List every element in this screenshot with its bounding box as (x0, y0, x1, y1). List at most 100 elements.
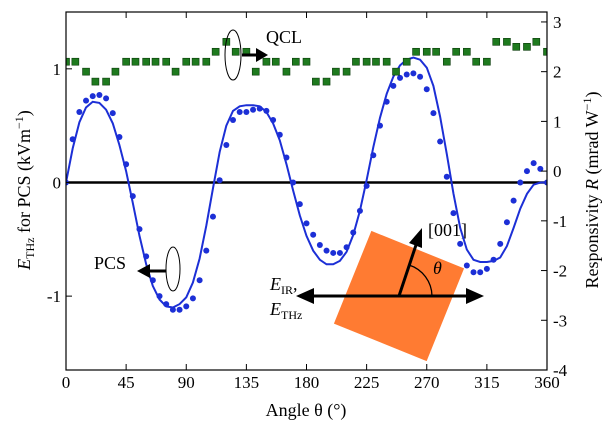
pcs-data-point (243, 109, 250, 116)
pcs-data-point (183, 303, 190, 310)
plot-frame (65, 11, 548, 371)
pcs-data-point (296, 201, 303, 208)
qcl-data-point (171, 67, 180, 76)
qcl-data-point (142, 57, 150, 66)
qcl-data-point (382, 57, 391, 66)
qcl-data-point (492, 38, 501, 46)
pcs-data-point (523, 168, 530, 175)
qcl-data-point (66, 57, 70, 66)
theta-arc (408, 264, 433, 297)
pcs-data-point (89, 93, 96, 100)
x-axis: 0 45 90 135 180 225 270 315 360 (62, 12, 560, 392)
qcl-data-point (523, 43, 531, 51)
y-right-tick-label: 2 (553, 63, 562, 82)
qcl-data-point (372, 57, 380, 66)
qcl-data-point (202, 57, 211, 66)
qcl-data-point (342, 67, 351, 76)
qcl-data-point (322, 77, 331, 86)
pcs-data-point (470, 269, 477, 276)
x-tick-label: 0 (62, 373, 71, 392)
qcl-data-point (71, 57, 80, 66)
pcs-data-point (423, 86, 430, 93)
pcs-data-point (83, 97, 90, 104)
field-label-ir: EIR, (269, 274, 298, 297)
crystal-inset: θ [001] EIR, ETHz (269, 220, 484, 362)
qcl-data-point (262, 57, 271, 66)
qcl-data-point (512, 43, 521, 51)
pcs-data-point (397, 74, 404, 81)
y-right-tick-label: -3 (553, 311, 567, 330)
pcs-data-point (537, 165, 544, 172)
qcl-data-point (122, 57, 130, 66)
pcs-data-point (463, 262, 470, 269)
qcl-data-point (282, 67, 291, 76)
y-axis-left-title: ETHz for PCS (kVm−1) (12, 110, 37, 271)
field-label-thz: ETHz (269, 299, 302, 322)
pcs-data-point (216, 177, 223, 184)
qcl-data-point (162, 57, 171, 66)
qcl-data-point (131, 57, 140, 66)
pcs-data-point (109, 110, 116, 117)
qcl-data-point (402, 57, 411, 66)
qcl-data-point (472, 57, 480, 66)
pcs-data-point (230, 116, 237, 123)
qcl-data-point (452, 47, 460, 56)
pcs-data-point (76, 109, 83, 116)
y-right-tick-label: 3 (553, 13, 562, 32)
x-tick-label: 90 (178, 373, 195, 392)
pcs-label: PCS (94, 253, 126, 273)
pcs-data-point (103, 95, 110, 102)
theta-label: θ (433, 258, 442, 278)
qcl-data-point (483, 57, 491, 66)
y-axis-left: -1 0 1 (47, 60, 72, 306)
crystal-axis-arrow-head (409, 228, 422, 248)
qcl-data-point (82, 67, 90, 76)
y-left-tick-label: 1 (53, 60, 62, 79)
y-axis-right: -4 -3 -2 -1 0 1 2 3 (541, 13, 568, 380)
y-axis-right-title: Responsivity R (mrad W−1) (580, 92, 603, 289)
pcs-data-point (189, 295, 196, 302)
pcs-arrow-head (137, 264, 150, 278)
qcl-data-point (91, 77, 100, 86)
qcl-label: QCL (266, 27, 302, 47)
x-tick-label: 360 (534, 373, 560, 392)
qcl-data-point (412, 47, 420, 56)
series-layer (66, 38, 547, 313)
pcs-data-point (316, 241, 323, 248)
y-right-tick-label: -2 (553, 262, 567, 281)
x-tick-label: 180 (294, 373, 320, 392)
qcl-data-point (392, 67, 400, 76)
pcs-data-point (443, 173, 450, 180)
qcl-data-point (151, 57, 160, 66)
qcl-data-point (231, 47, 240, 56)
pcs-data-point (510, 197, 517, 204)
pcs-data-point (250, 106, 257, 113)
pcs-ellipse (165, 246, 181, 292)
qcl-arrow-head (256, 48, 268, 62)
x-tick-label: 135 (234, 373, 260, 392)
qcl-data-point (271, 57, 280, 66)
y-left-tick-label: 0 (53, 173, 62, 192)
qcl-ellipse (224, 29, 242, 81)
pcs-fit-line (66, 56, 547, 309)
crystal-axis-line (397, 244, 418, 297)
qcl-data-point (332, 67, 340, 76)
pcs-data-point (303, 220, 310, 227)
pcs-data-point (483, 265, 490, 272)
qcl-data-point (432, 47, 440, 56)
qcl-annotation: QCL (224, 27, 302, 81)
qcl-data-point (182, 57, 191, 66)
qcl-data-point (422, 47, 431, 56)
pcs-data-point (323, 247, 330, 254)
qcl-data-point (102, 77, 110, 86)
pcs-data-point (96, 91, 103, 98)
x-tick-label: 270 (414, 373, 440, 392)
qcl-data-point (503, 38, 511, 46)
y-right-tick-label: 1 (553, 112, 562, 131)
qcl-data-point (251, 67, 260, 76)
qcl-data-point (543, 47, 547, 56)
pcs-data-point (236, 109, 243, 116)
pcs-data-point (450, 210, 457, 217)
qcl-data-point (111, 67, 120, 76)
